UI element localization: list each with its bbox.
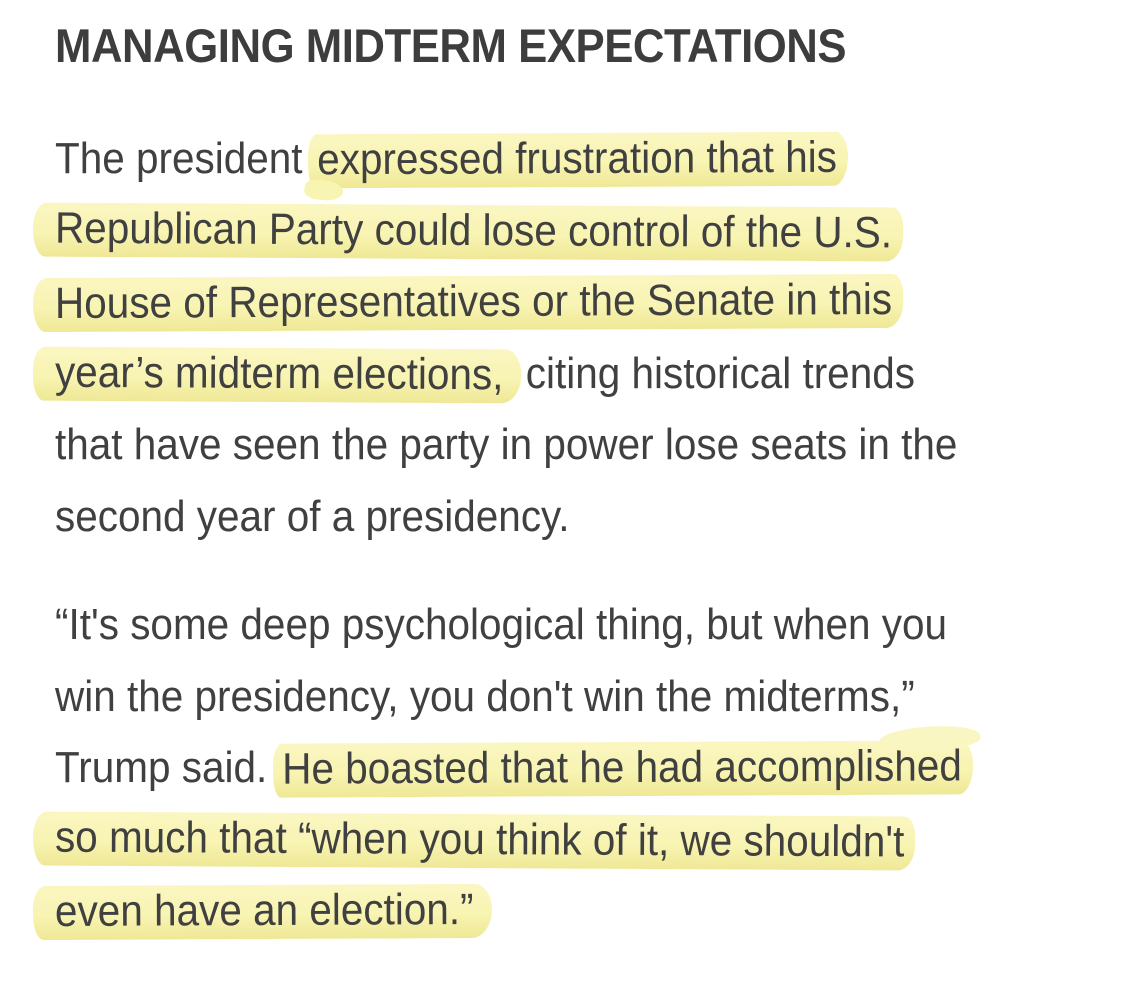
highlighted-text: year’s midterm elections, [32, 346, 522, 403]
text-line: House of Representatives or the Senate i… [32, 266, 1039, 338]
text-line: so much that “when you think of it, we s… [32, 804, 1039, 876]
text-line: Republican Party could lose control of t… [32, 195, 1039, 267]
text-line: win the presidency, you don't win the mi… [55, 661, 1039, 733]
highlighted-text: Republican Party could lose control of t… [32, 202, 904, 261]
section-heading: MANAGING MIDTERM EXPECTATIONS [55, 19, 847, 72]
text-line: that have seen the party in power lose s… [55, 409, 1039, 481]
text-line: even have an election.” [32, 875, 1039, 947]
text-segment: win the presidency, you don't win the mi… [55, 671, 915, 721]
text-segment: that have seen the party in power lose s… [55, 420, 958, 469]
text-line: The president expressed frustration that… [55, 123, 1039, 195]
text-segment: citing historical trends [514, 348, 915, 398]
text-line: “It's some deep psychological thing, but… [55, 589, 1039, 661]
text-line: year’s midterm elections, citing histori… [32, 338, 1039, 410]
text-segment: “It's some deep psychological thing, but… [55, 600, 948, 649]
paragraph: “It's some deep psychological thing, but… [32, 589, 1039, 947]
article-body: The president expressed frustration that… [32, 123, 1039, 947]
text-line: Trump said. He boasted that he had accom… [55, 732, 1039, 804]
highlighted-text: even have an election.” [32, 883, 493, 940]
text-segment: Trump said. [55, 743, 279, 792]
paragraph: The president expressed frustration that… [32, 123, 1039, 553]
text-segment: The president [55, 134, 314, 183]
text-segment: second year of a presidency. [55, 491, 570, 541]
text-line: second year of a presidency. [55, 481, 1039, 553]
highlighted-text: so much that “when you think of it, we s… [32, 810, 916, 870]
highlighted-text: He boasted that he had accomplished [272, 740, 973, 798]
highlighted-text: expressed frustration that his [308, 131, 849, 189]
highlighted-text: House of Representatives or the Senate i… [32, 273, 904, 332]
